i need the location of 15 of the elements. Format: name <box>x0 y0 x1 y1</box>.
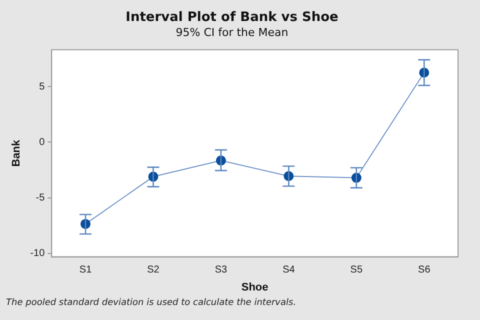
y-tick-label: -5 <box>36 192 46 204</box>
chart-title: Interval Plot of Bank vs Shoe <box>126 10 339 26</box>
y-tick-label: 5 <box>39 81 46 92</box>
text: The pooled standard deviation is used to calculate the intervals. <box>6 298 296 308</box>
x-tick-label: S4 <box>282 264 296 276</box>
y-tick-label: 0 <box>39 136 46 148</box>
chart-subtitle: 95% CI for the Mean <box>176 26 288 40</box>
x-tick-label: S5 <box>350 264 363 276</box>
x-tick-label: S2 <box>147 264 160 276</box>
x-axis-title: Shoe <box>241 281 268 294</box>
y-axis-title: Bank <box>10 138 23 167</box>
x-tick-label: S3 <box>214 264 228 276</box>
x-tick-label: S6 <box>418 264 431 276</box>
x-tick-label: S1 <box>79 264 92 276</box>
y-tick-label: -10 <box>30 248 46 260</box>
